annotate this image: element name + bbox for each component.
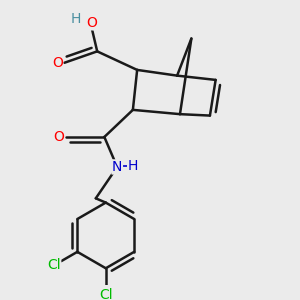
Text: Cl: Cl [47,258,61,272]
Text: O: O [86,16,97,30]
Text: O: O [53,130,64,144]
Text: H: H [70,11,81,26]
Text: H: H [128,158,138,172]
Text: Cl: Cl [99,288,112,300]
Text: N: N [112,160,122,174]
Text: O: O [52,56,63,70]
